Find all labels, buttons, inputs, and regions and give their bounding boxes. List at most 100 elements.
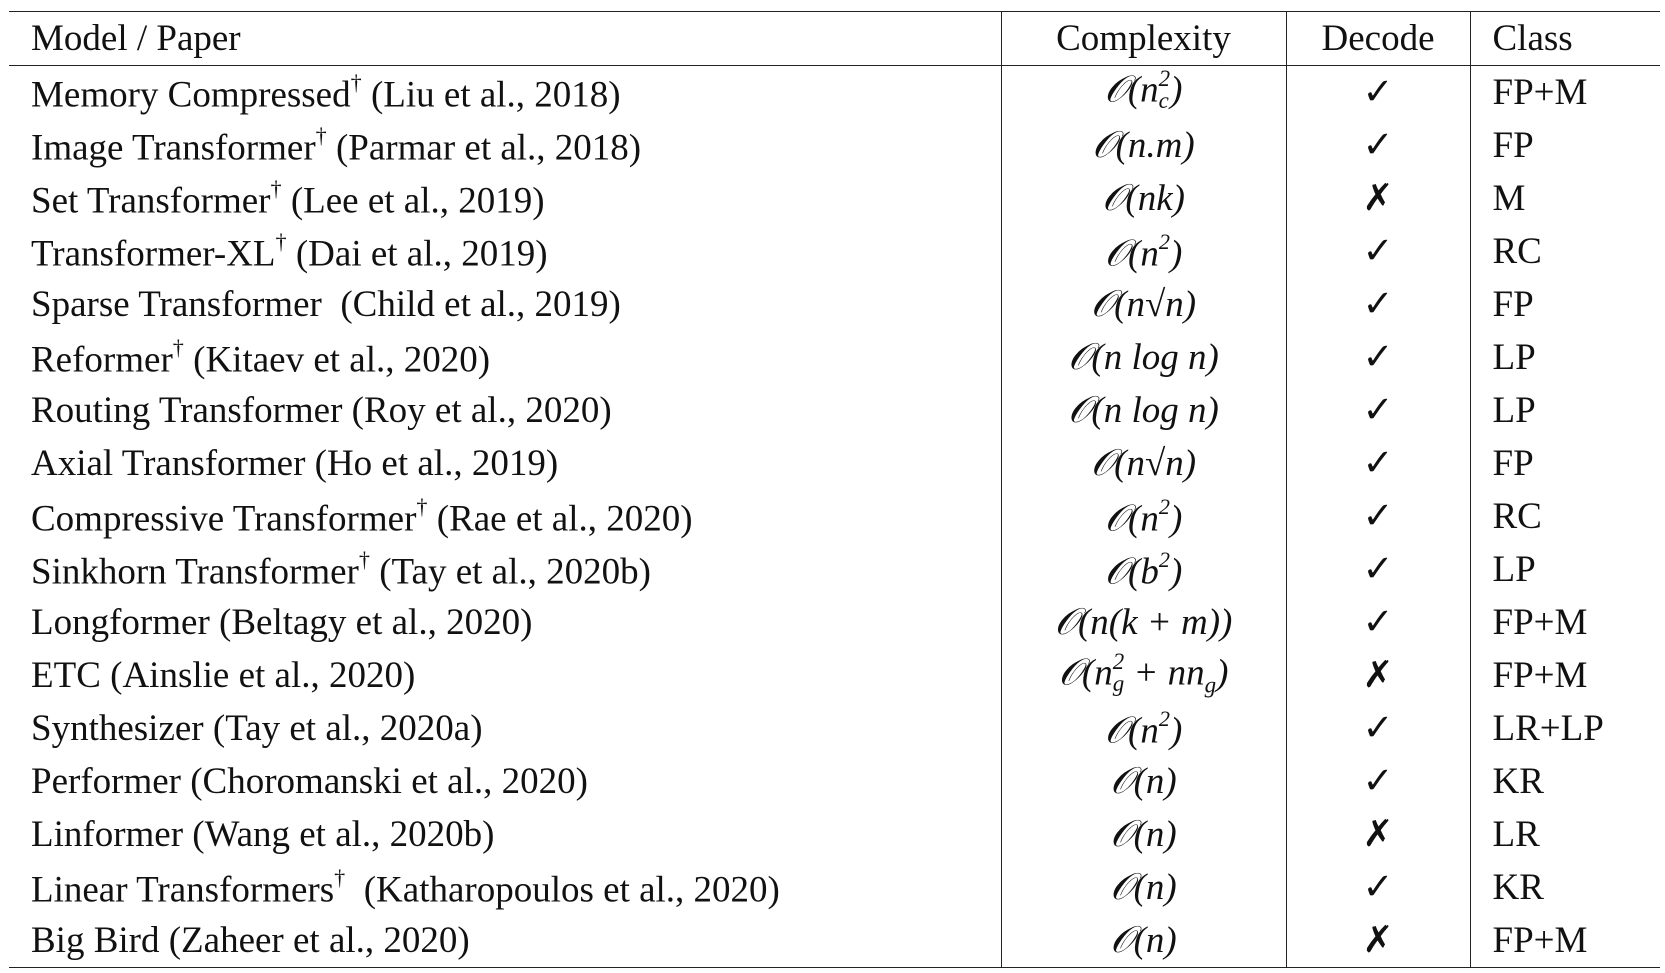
text-segment: 𝒪(n [1058, 651, 1113, 693]
superscript: † [315, 122, 327, 148]
table-row: Performer (Choromanski et al., 2020) 𝒪(n)… [9, 755, 1660, 808]
complexity-cell: 𝒪(n 2 g + nng) [1000, 649, 1286, 702]
subscript: g [1204, 672, 1217, 698]
decode-cell: ✓ [1285, 755, 1470, 808]
superscript: 2 [1112, 649, 1125, 675]
table-row: Compressive Transformer† (Rae et al., 20… [9, 490, 1660, 543]
header-cell: Model / Paper [31, 18, 241, 59]
complexity-cell: 𝒪(n log n) [1000, 384, 1286, 437]
superscript: 2 [1158, 66, 1171, 92]
class-cell: LP [1469, 543, 1660, 596]
decode-cell: ✗ [1285, 914, 1470, 968]
superscript: † [270, 175, 282, 201]
model-cell: Big Bird (Zaheer et al., 2020) [9, 914, 1001, 968]
text-segment: Axial Transformer (Ho et al., 2019) [31, 443, 559, 484]
text-segment: Transformer-XL [31, 233, 276, 275]
complexity-cell: 𝒪(n√n) [1000, 278, 1286, 331]
header-row: Model / Paper Complexity Decode Class [9, 11, 1660, 66]
complexity-cell: 𝒪(n.m) [1000, 119, 1286, 172]
text-segment: Routing Transformer (Roy et al., 2020) [31, 390, 612, 431]
class-cell: FP [1469, 437, 1660, 490]
complexity-cell: 𝒪(nk) [1000, 172, 1286, 225]
text-segment: 𝒪(n) [1110, 814, 1177, 855]
text-segment: (Parmar et al., 2018) [326, 127, 642, 169]
class-cell: FP+M [1469, 596, 1660, 649]
complexity-cell: 𝒪(n2) [1000, 702, 1286, 755]
text-segment: 𝒪(n [1104, 710, 1159, 752]
superscript: 2 [1158, 546, 1170, 572]
decode-cell: ✓ [1285, 596, 1470, 649]
text-segment: Big Bird (Zaheer et al., 2020) [31, 920, 470, 961]
decode-cell: ✓ [1285, 119, 1470, 172]
table-row: Image Transformer† (Parmar et al., 2018)… [9, 119, 1660, 172]
model-cell: Reformer† (Kitaev et al., 2020) [9, 331, 1001, 384]
decode-cell: ✓ [1285, 225, 1470, 278]
model-cell: Image Transformer† (Parmar et al., 2018) [9, 119, 1001, 172]
complexity-cell: 𝒪(n) [1000, 808, 1286, 861]
superscript: † [275, 228, 287, 254]
class-cell: RC [1469, 490, 1660, 543]
text-segment: (Kitaev et al., 2020) [183, 339, 491, 381]
class-cell: KR [1469, 755, 1660, 808]
table-row: Reformer† (Kitaev et al., 2020) 𝒪(n log n… [9, 331, 1660, 384]
text-segment: Reformer [31, 339, 173, 381]
text-segment: Set Transformer [31, 180, 271, 222]
superscript: † [416, 493, 428, 519]
text-segment: 𝒪(n√n) [1090, 284, 1197, 325]
text-segment: 𝒪(n) [1110, 761, 1177, 802]
model-cell: Synthesizer (Tay et al., 2020a) [9, 702, 1001, 755]
text-segment: ) [1169, 233, 1183, 275]
table-row: Sinkhorn Transformer† (Tay et al., 2020b… [9, 543, 1660, 596]
text-segment: (Liu et al., 2018) [361, 74, 621, 116]
comparison-table: Model / Paper Complexity Decode Class Me… [9, 11, 1660, 968]
model-cell: Compressive Transformer† (Rae et al., 20… [9, 490, 1001, 543]
table-row: Linear Transformers† (Katharopoulos et a… [9, 861, 1660, 914]
table-row: Memory Compressed† (Liu et al., 2018) 𝒪(n… [9, 65, 1660, 119]
table-row: Longformer (Beltagy et al., 2020) 𝒪(n(k +… [9, 596, 1660, 649]
text-segment: Longformer (Beltagy et al., 2020) [31, 602, 533, 643]
text-segment: Memory Compressed [31, 74, 351, 116]
table-row: Axial Transformer (Ho et al., 2019) 𝒪(n√n… [9, 437, 1660, 490]
text-segment: ) [1170, 68, 1183, 110]
header-cell: Complexity [1000, 11, 1286, 66]
decode-cell: ✓ [1285, 65, 1470, 119]
text-segment: Sinkhorn Transformer [31, 551, 359, 593]
class-cell: LP [1469, 331, 1660, 384]
decode-cell: ✓ [1285, 490, 1470, 543]
superscript: 2 [1158, 705, 1170, 731]
complexity-cell: 𝒪(b2) [1000, 543, 1286, 596]
model-cell: Set Transformer† (Lee et al., 2019) [9, 172, 1001, 225]
model-cell: Routing Transformer (Roy et al., 2020) [9, 384, 1001, 437]
text-segment: 𝒪(n) [1110, 867, 1177, 908]
decode-cell: ✗ [1285, 649, 1470, 702]
superscript: † [358, 546, 370, 572]
decode-cell: ✗ [1285, 808, 1470, 861]
class-cell: FP+M [1469, 914, 1660, 968]
superscript: 2 [1158, 228, 1170, 254]
text-segment: 𝒪(nk) [1102, 178, 1185, 219]
text-segment: 𝒪(n [1104, 498, 1159, 540]
model-cell: Performer (Choromanski et al., 2020) [9, 755, 1001, 808]
model-cell: Sinkhorn Transformer† (Tay et al., 2020b… [9, 543, 1001, 596]
class-cell: FP+M [1469, 65, 1660, 119]
decode-cell: ✗ [1285, 172, 1470, 225]
text-segment: ) [1169, 710, 1183, 752]
text-segment: 𝒪(b [1104, 551, 1159, 593]
table-row: Linformer (Wang et al., 2020b) 𝒪(n) ✗ LR [9, 808, 1660, 861]
class-cell: FP+M [1469, 649, 1660, 702]
class-cell: FP [1469, 119, 1660, 172]
complexity-cell: 𝒪(n 2 c) [1000, 65, 1286, 119]
table-body: Memory Compressed † (Liu et al., 2018) 𝒪(n… [9, 65, 1660, 968]
subscript: g [1112, 671, 1125, 697]
text-segment: (Rae et al., 2020) [427, 498, 693, 540]
decode-cell: ✓ [1285, 384, 1470, 437]
text-segment: (Lee et al., 2019) [281, 180, 545, 222]
text-segment: ETC (Ainslie et al., 2020) [31, 655, 416, 696]
class-cell: M [1469, 172, 1660, 225]
text-segment: 𝒪(n [1104, 68, 1159, 110]
header-cell: Class [1469, 11, 1660, 66]
complexity-cell: 𝒪(n) [1000, 914, 1286, 968]
text-segment: Synthesizer (Tay et al., 2020a) [31, 708, 483, 749]
complexity-cell: 𝒪(n) [1000, 755, 1286, 808]
decode-cell: ✓ [1285, 543, 1470, 596]
